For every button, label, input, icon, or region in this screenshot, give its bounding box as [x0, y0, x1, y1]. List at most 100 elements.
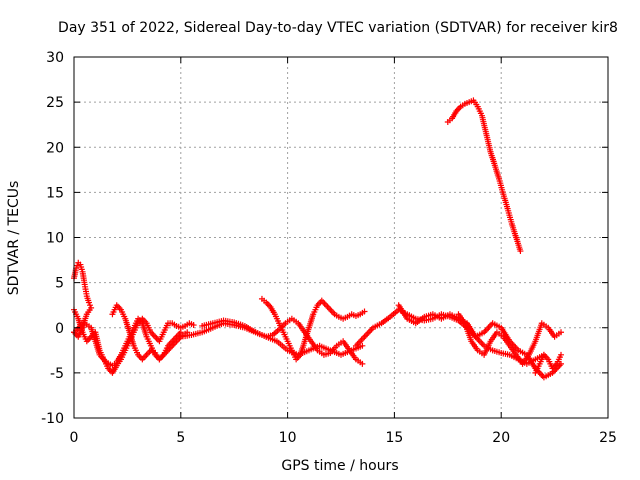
interpolated-markers: [170, 335, 179, 343]
chart-title: Day 351 of 2022, Sidereal Day-to-day VTE…: [58, 20, 618, 36]
interpolated-markers: [517, 348, 528, 357]
interpolated-markers: [488, 331, 499, 343]
interpolated-markers: [309, 340, 320, 352]
y-tick-label: 10: [46, 231, 64, 247]
interpolated-markers: [414, 315, 426, 325]
interpolated-markers: [316, 348, 325, 357]
interpolated-markers: [496, 178, 506, 195]
x-axis-label: GPS time / hours: [281, 458, 398, 474]
interpolated-markers: [131, 345, 140, 356]
interpolated-markers: [119, 309, 128, 320]
interpolated-markers: [105, 360, 114, 368]
interpolated-markers: [456, 313, 467, 325]
interpolated-markers: [166, 339, 174, 348]
y-axis-label: SDTVAR / TECUs: [6, 181, 22, 296]
interpolated-markers: [496, 330, 505, 339]
interpolated-markers: [372, 321, 383, 330]
interpolated-markers: [550, 362, 559, 370]
interpolated-markers: [491, 321, 503, 330]
interpolated-markers: [440, 312, 451, 321]
interpolated-markers: [264, 301, 273, 309]
interpolated-markers: [122, 317, 132, 334]
y-tick-label: -10: [41, 411, 64, 427]
y-tick-label: 5: [55, 276, 64, 292]
interpolated-markers: [161, 322, 170, 333]
interpolated-markers: [302, 326, 312, 343]
interpolated-markers: [80, 331, 89, 342]
interpolated-markers: [140, 322, 149, 338]
interpolated-markers: [149, 330, 157, 339]
interpolated-markers: [341, 340, 352, 352]
interpolated-markers: [508, 339, 520, 352]
interpolated-markers: [347, 349, 358, 361]
interpolated-markers: [106, 366, 114, 375]
interpolated-markers: [328, 344, 339, 355]
interpolated-markers: [157, 353, 166, 361]
interpolated-markers: [500, 193, 510, 210]
interpolated-markers: [520, 353, 531, 365]
interpolated-markers: [533, 363, 542, 374]
interpolated-markers: [84, 295, 92, 304]
data-point: [517, 248, 524, 255]
interpolated-markers: [110, 304, 119, 315]
interpolated-markers: [243, 324, 257, 335]
interpolated-markers: [396, 303, 410, 320]
interpolated-markers: [306, 313, 316, 329]
interpolated-markers: [145, 348, 153, 357]
data-point: [558, 351, 565, 358]
interpolated-markers: [406, 316, 417, 326]
interpolated-markers: [285, 340, 294, 352]
interpolated-markers: [88, 326, 98, 343]
interpolated-markers: [491, 348, 503, 356]
interpolated-markers: [110, 364, 119, 375]
x-tick-label: 0: [70, 430, 79, 446]
interpolated-markers: [83, 321, 92, 330]
series-track-11: [532, 351, 565, 376]
y-tick-label: -5: [50, 366, 64, 382]
interpolated-markers: [289, 349, 299, 361]
interpolated-markers: [233, 320, 246, 329]
interpolated-markers: [482, 340, 493, 356]
interpolated-markers: [500, 350, 511, 358]
interpolated-markers: [170, 339, 179, 348]
series-track-7: [258, 295, 368, 363]
interpolated-markers: [542, 353, 550, 361]
x-tick-label: 10: [279, 430, 297, 446]
interpolated-markers: [144, 336, 153, 347]
interpolated-markers: [85, 335, 93, 343]
interpolated-markers: [462, 322, 474, 343]
interpolated-markers: [501, 335, 512, 347]
axis-ticks: 0 5 10 15 20 25 -10 -5 0 5 10 15 20 25 30: [41, 50, 617, 446]
interpolated-markers: [265, 332, 274, 340]
interpolated-markers: [335, 339, 344, 348]
interpolated-markers: [281, 331, 290, 342]
interpolated-markers: [318, 343, 332, 353]
x-tick-label: 15: [385, 430, 403, 446]
interpolated-markers: [546, 326, 557, 338]
data-point: [85, 299, 92, 306]
interpolated-markers: [157, 331, 166, 342]
interpolated-markers: [275, 339, 289, 352]
interpolated-markers: [450, 110, 459, 120]
interpolated-markers: [175, 335, 183, 343]
interpolated-markers: [474, 330, 485, 339]
interpolated-markers: [175, 330, 183, 339]
interpolated-markers: [476, 348, 485, 357]
interpolated-markers: [526, 340, 538, 356]
interpolated-markers: [554, 354, 563, 365]
interpolated-markers: [469, 340, 480, 352]
interpolated-markers: [540, 321, 550, 330]
x-tick-label: 25: [599, 430, 617, 446]
interpolated-markers: [201, 325, 214, 335]
interpolated-markers: [513, 236, 523, 253]
series-track-12: [444, 97, 524, 255]
y-tick-label: 15: [46, 185, 64, 201]
interpolated-markers: [291, 317, 300, 325]
interpolated-markers: [474, 335, 486, 348]
interpolated-markers: [161, 345, 170, 356]
interpolated-markers: [499, 326, 512, 343]
interpolated-markers: [543, 371, 554, 380]
y-tick-label: 0: [55, 321, 64, 337]
interpolated-markers: [550, 362, 563, 375]
interpolated-markers: [127, 331, 137, 347]
